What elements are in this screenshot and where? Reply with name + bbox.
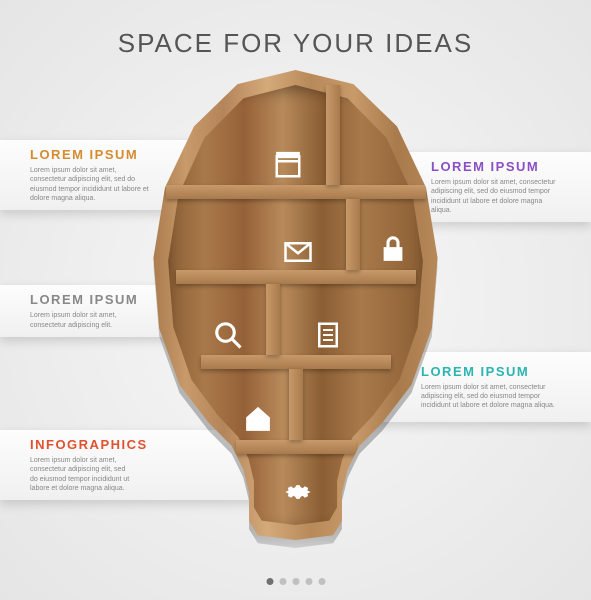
banner-2-body: Lorem ipsum dolor sit amet, consectetur … <box>431 178 561 214</box>
search-icon <box>211 318 245 352</box>
dot-2[interactable] <box>279 578 286 585</box>
calendar-icon <box>271 148 305 182</box>
banner-3-body: Lorem ipsum dolor sit amet, consectetur … <box>30 311 140 329</box>
banner-2-title: LOREM IPSUM <box>431 159 561 174</box>
gear-icon <box>281 475 315 509</box>
lightbulb-shelf <box>151 70 441 540</box>
page-title: SPACE FOR YOUR IDEAS <box>0 0 591 59</box>
dot-3[interactable] <box>292 578 299 585</box>
dot-5[interactable] <box>318 578 325 585</box>
envelope-icon <box>281 235 315 269</box>
banner-5-body: Lorem ipsum dolor sit amet, consectetur … <box>30 456 130 492</box>
dot-1[interactable] <box>266 578 273 585</box>
banner-4-body: Lorem ipsum dolor sit amet, consectetur … <box>421 383 561 410</box>
banner-4-title: LOREM IPSUM <box>421 364 561 379</box>
banner-1-title: LOREM IPSUM <box>30 147 150 162</box>
lock-icon <box>376 232 410 266</box>
dot-4[interactable] <box>305 578 312 585</box>
banner-1-body: Lorem ipsum dolor sit amet, consectetur … <box>30 166 150 202</box>
banner-3-title: LOREM IPSUM <box>30 292 140 307</box>
banner-5-title: INFOGRAPHICS <box>30 437 130 452</box>
pagination-dots <box>266 578 325 585</box>
home-icon <box>241 402 275 436</box>
document-icon <box>311 318 345 352</box>
